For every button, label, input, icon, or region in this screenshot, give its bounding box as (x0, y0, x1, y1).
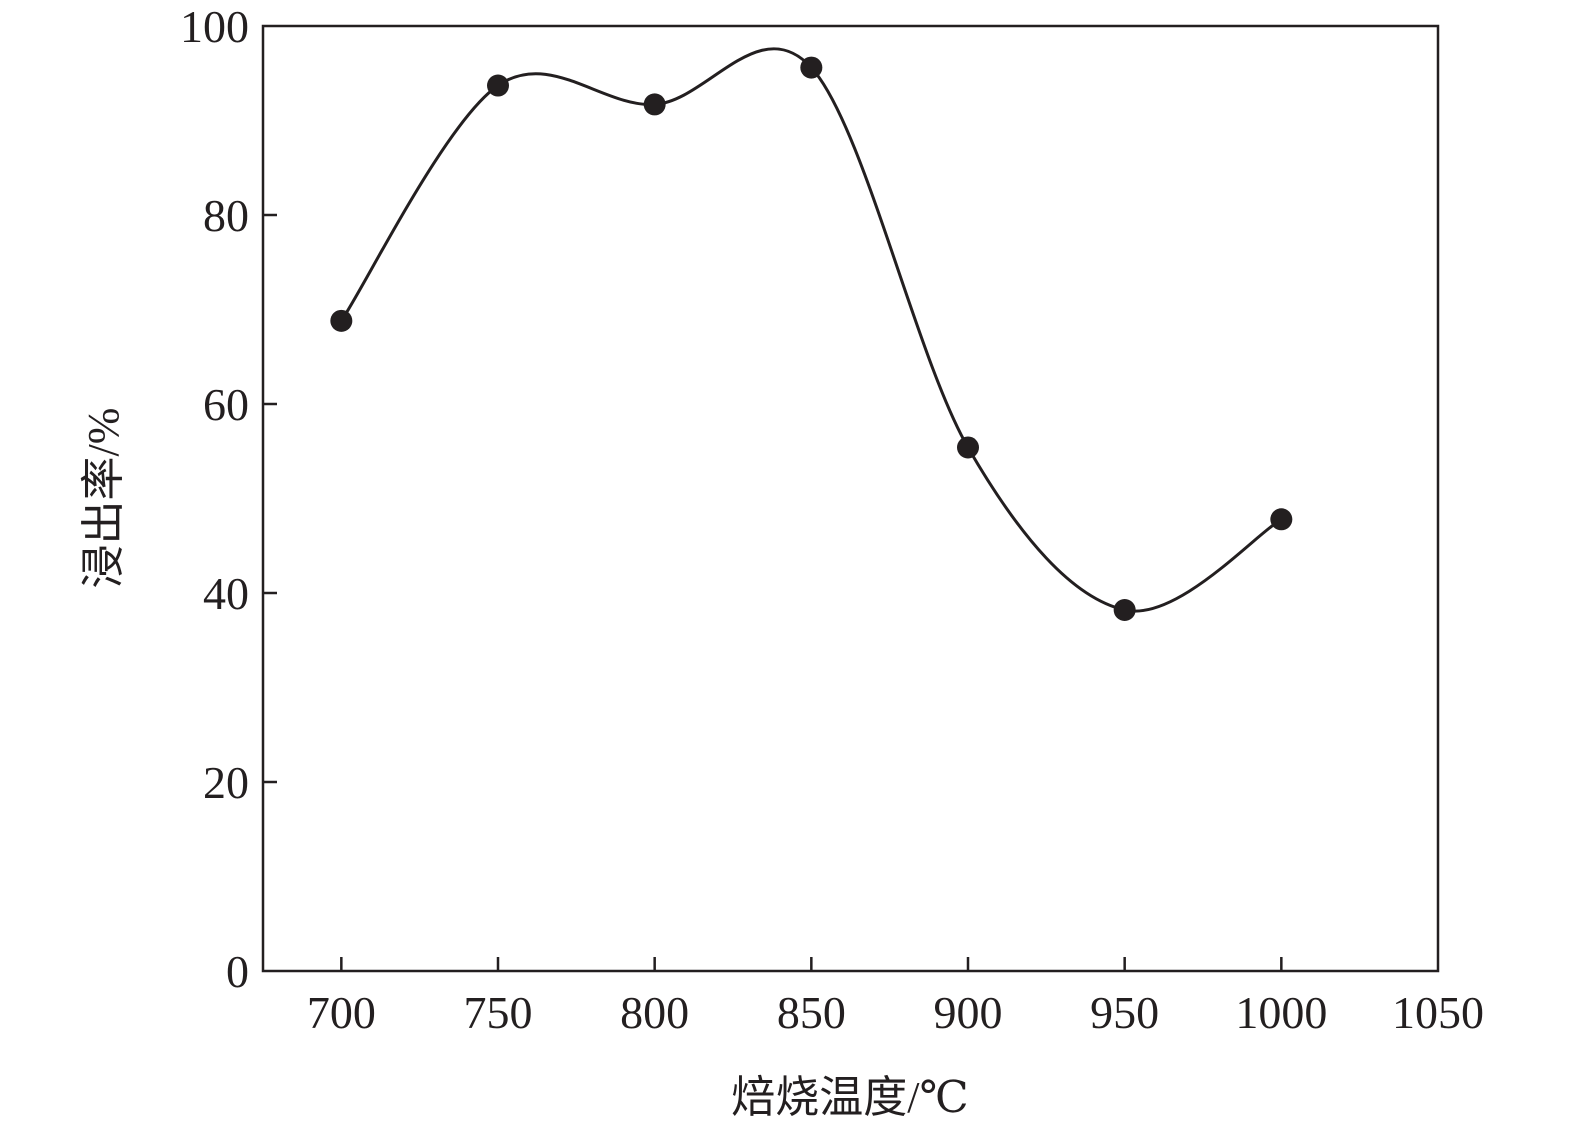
x-tick-label: 700 (307, 987, 376, 1038)
y-tick-label: 40 (203, 568, 249, 619)
x-axis-label: 焙烧温度/℃ (731, 1073, 968, 1122)
plot-frame (261, 24, 1440, 973)
y-tick-label: 100 (180, 1, 249, 52)
x-tick-label: 950 (1090, 987, 1159, 1038)
data-point (1113, 599, 1136, 622)
axes (261, 24, 1440, 973)
data-point (800, 56, 823, 79)
data-point (1270, 508, 1293, 531)
x-tick-label: 1000 (1235, 987, 1327, 1038)
y-tick-label: 20 (203, 757, 249, 808)
y-tick-label: 0 (226, 946, 249, 997)
x-tick-label: 900 (934, 987, 1003, 1038)
x-tick-label: 800 (620, 987, 689, 1038)
data-point (487, 74, 509, 97)
data-point (643, 93, 666, 116)
x-tick-label: 850 (777, 987, 846, 1038)
series-curve (340, 47, 1283, 613)
data-point (330, 309, 353, 332)
ticks: 0 20 40 60 80 100 700 750 800 850 900 950 1000 1050 (180, 1, 1484, 1038)
y-tick-label: 60 (203, 379, 249, 430)
y-tick-label: 80 (203, 190, 249, 241)
x-tick-label: 750 (464, 987, 533, 1038)
data-point (957, 436, 979, 459)
data-points (330, 56, 1293, 622)
y-axis-label: 浸出率/% (79, 408, 128, 589)
x-tick-label: 1050 (1392, 987, 1484, 1038)
